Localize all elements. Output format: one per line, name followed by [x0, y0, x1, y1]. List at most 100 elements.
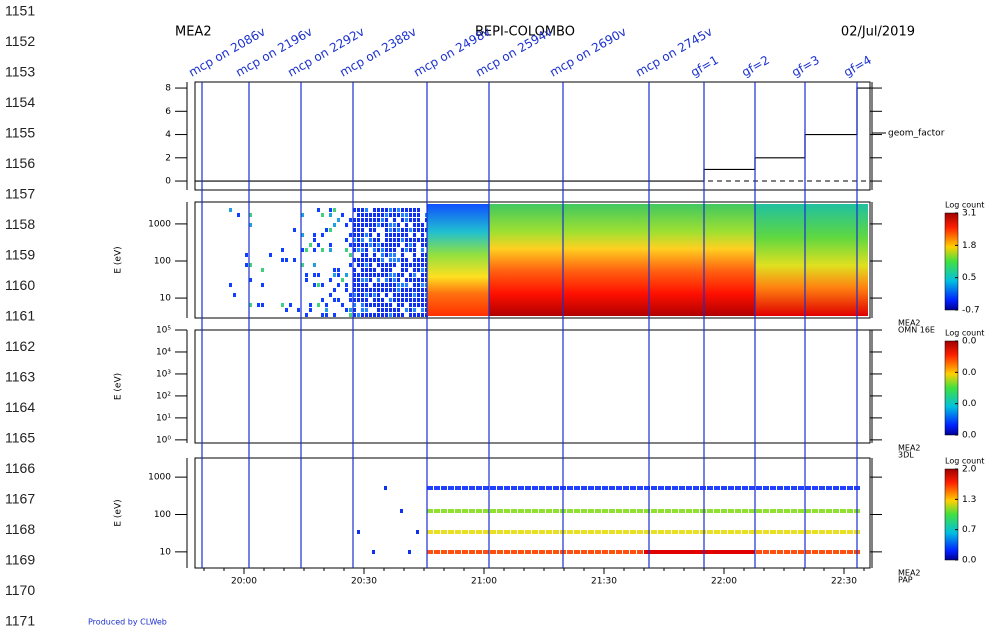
spectrogram-texture	[417, 238, 420, 242]
spectrogram-texture	[393, 253, 396, 257]
y-tick-label: 10¹	[156, 413, 171, 423]
spectrogram-texture	[341, 213, 344, 217]
panel-frame	[194, 81, 871, 191]
spectrogram-texture	[361, 243, 364, 247]
spectrogram-texture	[373, 273, 376, 277]
colorbar-tick-label: 0.7	[962, 525, 976, 535]
colorbar-tick-label: 0.0	[962, 337, 977, 347]
spectrogram-texture	[405, 233, 408, 237]
spectrogram-texture	[389, 253, 392, 257]
spectrogram-texture	[361, 308, 364, 312]
spectrogram-texture	[409, 218, 412, 222]
line-number: 1152	[5, 33, 35, 49]
spectrogram-texture	[373, 258, 376, 262]
spectrogram-texture	[261, 303, 264, 307]
spectrogram-texture	[357, 530, 360, 534]
x-tick-label: 22:30	[831, 577, 857, 587]
spectrogram-texture	[381, 208, 384, 212]
colorbar-title: Log count	[945, 329, 984, 338]
spectrogram-texture	[361, 213, 364, 217]
spectrogram-texture	[421, 288, 424, 292]
spectrogram-texture	[405, 293, 408, 297]
spectrogram-texture	[357, 213, 360, 217]
marker-label: gf=4	[841, 53, 874, 80]
spectrogram-texture	[365, 303, 368, 307]
spectrogram-texture	[337, 273, 340, 277]
spectrogram-texture	[353, 283, 356, 287]
spectrogram-texture	[421, 258, 424, 262]
spectrogram-texture	[409, 293, 412, 297]
spectrogram-texture	[353, 273, 356, 277]
spectrogram-texture	[365, 263, 368, 267]
spectrogram-texture	[361, 263, 364, 267]
spectrogram-texture	[397, 273, 400, 277]
spectrogram-texture	[409, 213, 412, 217]
spectrogram-texture	[365, 253, 368, 257]
spectrogram-texture	[372, 550, 375, 554]
spectrogram-texture	[381, 258, 384, 262]
spectrogram-texture	[397, 303, 400, 307]
spectrogram-texture	[305, 273, 308, 277]
spectrogram-texture	[397, 233, 400, 237]
spectrogram-texture	[373, 213, 376, 217]
spectrogram-texture	[421, 238, 424, 242]
spectrogram-texture	[357, 288, 360, 292]
spectrogram-texture	[401, 313, 404, 317]
spectrogram-texture	[229, 283, 232, 287]
spectrogram-texture	[381, 213, 384, 217]
spectrogram-texture	[353, 243, 356, 247]
marker-label: gf=3	[789, 53, 822, 80]
spectrogram-texture	[400, 509, 403, 513]
spectrogram-texture	[405, 213, 408, 217]
spectrogram-texture	[313, 283, 316, 287]
spectrogram-texture	[249, 263, 252, 267]
x-tick-label: 20:00	[231, 577, 257, 587]
spectrogram-texture	[361, 248, 364, 252]
spectrogram-texture	[381, 253, 384, 257]
spectrogram-texture	[409, 298, 412, 302]
line	[195, 87, 870, 182]
spectrogram-texture	[413, 233, 416, 237]
spectrogram-texture	[377, 278, 380, 282]
spectrogram-texture	[373, 238, 376, 242]
line-number: 1153	[5, 64, 35, 80]
spectrogram-texture	[397, 258, 400, 262]
colorbar-tick-label: 0.5	[962, 273, 976, 283]
spectrogram-texture	[357, 273, 360, 277]
spectrogram-texture	[301, 213, 304, 217]
spectrogram-texture	[409, 303, 412, 307]
spectrogram-texture	[341, 278, 344, 282]
spectrogram-texture	[381, 218, 384, 222]
spectrogram-texture	[413, 223, 416, 227]
spectrogram-texture	[365, 258, 368, 262]
spectrogram-texture	[381, 288, 384, 292]
spectrogram-texture	[309, 243, 312, 247]
spectrogram-texture	[337, 283, 340, 287]
y-tick-label: 1000	[148, 473, 171, 483]
spectrogram-texture	[385, 228, 388, 232]
spectrogram-texture	[337, 268, 340, 272]
spectrogram-texture	[413, 303, 416, 307]
spectrogram-texture	[373, 228, 376, 232]
spectrogram-texture	[377, 313, 380, 317]
spectrogram-texture	[353, 288, 356, 292]
spectrogram-texture	[249, 223, 252, 227]
spectrogram-texture	[401, 268, 404, 272]
panel-frame	[194, 329, 871, 444]
spectrogram-texture	[385, 208, 388, 212]
spectrogram-texture	[397, 228, 400, 232]
y-tick-label: 10²	[156, 391, 171, 401]
spectrogram-texture	[385, 253, 388, 257]
spectrogram-texture	[389, 268, 392, 272]
spectrogram-texture	[357, 278, 360, 282]
spectrogram-texture	[345, 248, 348, 252]
spectrogram-texture	[385, 283, 388, 287]
spectrogram-texture	[357, 233, 360, 237]
spectrogram-texture	[365, 278, 368, 282]
colorbar-tick-label: -0.7	[962, 306, 980, 316]
spectrogram-texture	[401, 208, 404, 212]
spectrogram-texture	[377, 283, 380, 287]
y-axis-label: E (eV)	[114, 499, 124, 526]
line-number: 1167	[5, 491, 35, 507]
spectrogram-texture	[373, 208, 376, 212]
